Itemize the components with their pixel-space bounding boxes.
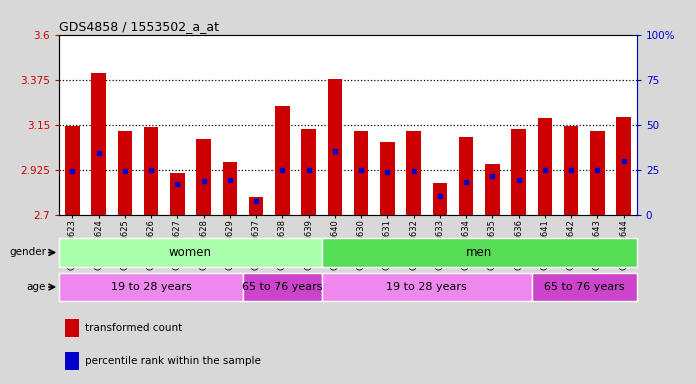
- Text: 19 to 28 years: 19 to 28 years: [111, 282, 191, 292]
- Bar: [243, 273, 322, 301]
- Bar: [538, 118, 552, 215]
- Bar: [301, 129, 316, 215]
- Bar: [433, 183, 447, 215]
- Bar: [380, 142, 395, 215]
- Bar: [459, 137, 473, 215]
- Bar: [590, 131, 605, 215]
- Text: women: women: [169, 246, 212, 259]
- Bar: [485, 164, 500, 215]
- Text: men: men: [466, 246, 492, 259]
- Text: 65 to 76 years: 65 to 76 years: [544, 282, 624, 292]
- Bar: [170, 173, 184, 215]
- Bar: [59, 238, 322, 267]
- Bar: [144, 127, 158, 215]
- Text: GDS4858 / 1553502_a_at: GDS4858 / 1553502_a_at: [59, 20, 219, 33]
- Bar: [564, 126, 578, 215]
- Bar: [617, 117, 631, 215]
- Bar: [91, 73, 106, 215]
- Bar: [328, 79, 342, 215]
- Text: transformed count: transformed count: [85, 323, 182, 333]
- Bar: [65, 126, 79, 215]
- Bar: [322, 273, 532, 301]
- Text: percentile rank within the sample: percentile rank within the sample: [85, 356, 261, 366]
- Bar: [118, 131, 132, 215]
- Text: 19 to 28 years: 19 to 28 years: [386, 282, 467, 292]
- Bar: [249, 197, 263, 215]
- Bar: [512, 129, 526, 215]
- Bar: [322, 238, 637, 267]
- Bar: [196, 139, 211, 215]
- Bar: [59, 273, 243, 301]
- Bar: [406, 131, 421, 215]
- Bar: [354, 131, 368, 215]
- Text: 65 to 76 years: 65 to 76 years: [242, 282, 323, 292]
- Bar: [275, 106, 290, 215]
- Bar: [223, 162, 237, 215]
- Text: gender: gender: [9, 247, 46, 258]
- Text: age: age: [26, 282, 46, 292]
- Bar: [65, 351, 79, 370]
- Bar: [65, 319, 79, 337]
- Bar: [532, 273, 637, 301]
